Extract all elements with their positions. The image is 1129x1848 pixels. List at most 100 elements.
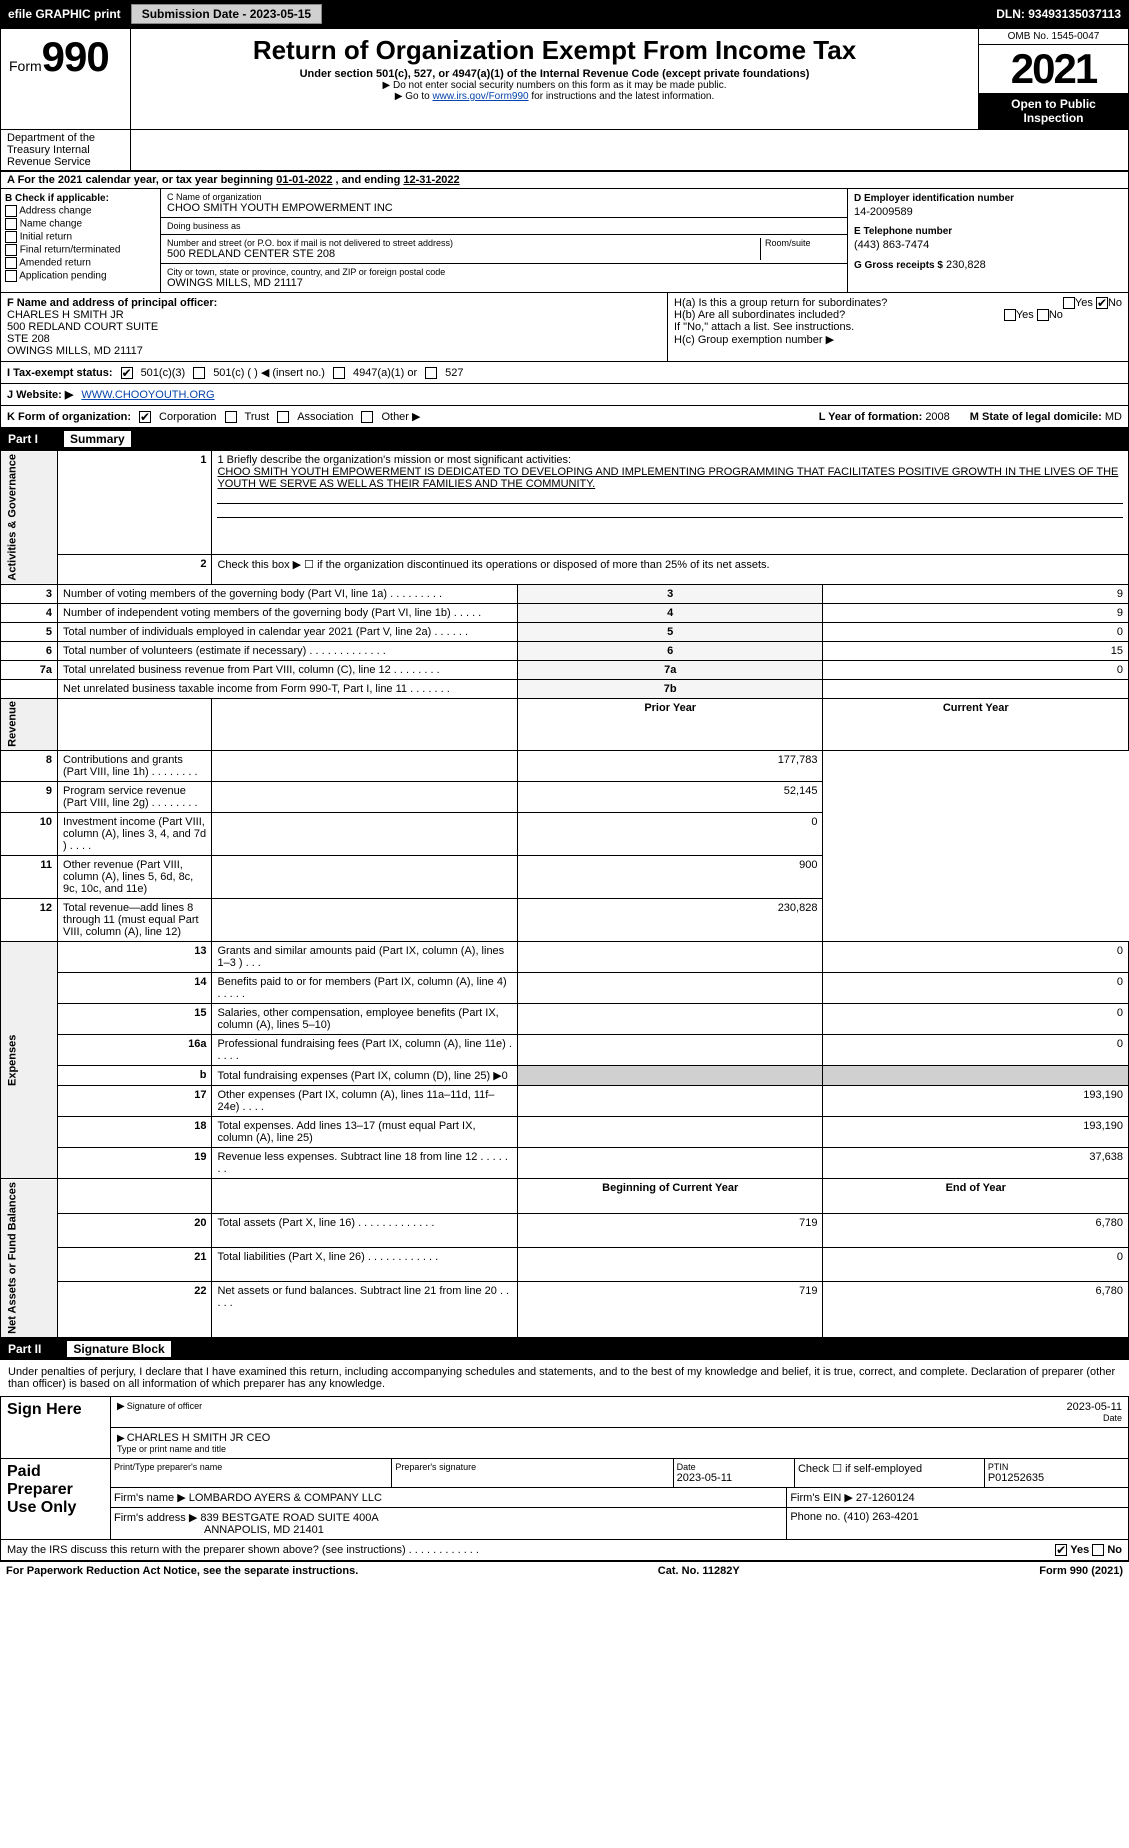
initial-return-checkbox[interactable]: Initial return [5, 231, 156, 243]
footer-mid: Cat. No. 11282Y [658, 1565, 740, 1577]
trust-checkbox[interactable] [225, 411, 237, 423]
tax-status-row: I Tax-exempt status: 501(c)(3) 501(c) ( … [0, 362, 1129, 384]
efile-label: efile GRAPHIC print [8, 7, 121, 21]
state-domicile: MD [1105, 411, 1122, 423]
form-note2: ▶ Go to www.irs.gov/Form990 for instruct… [141, 91, 968, 102]
table-row: 17Other expenses (Part IX, column (A), l… [1, 1086, 1129, 1117]
table-row: 8Contributions and grants (Part VIII, li… [1, 751, 1129, 782]
discuss-no-checkbox[interactable] [1092, 1544, 1104, 1556]
corp-checkbox[interactable] [139, 411, 151, 423]
table-row: 19Revenue less expenses. Subtract line 1… [1, 1148, 1129, 1179]
final-return-checkbox[interactable]: Final return/terminated [5, 244, 156, 256]
ha-no-checkbox[interactable] [1096, 297, 1108, 309]
officer-typed-name: CHARLES H SMITH JR CEO [117, 1432, 1122, 1444]
year-formation: 2008 [925, 411, 949, 423]
signature-table: Sign Here Signature of officer 2023-05-1… [0, 1396, 1129, 1540]
part-1-header: Part I Summary [0, 428, 1129, 450]
firm-name: LOMBARDO AYERS & COMPANY LLC [189, 1492, 382, 1504]
officer-group-row: F Name and address of principal officer:… [0, 293, 1129, 362]
app-pending-checkbox[interactable]: Application pending [5, 270, 156, 282]
table-row: bTotal fundraising expenses (Part IX, co… [1, 1066, 1129, 1086]
period-end: 12-31-2022 [403, 174, 459, 186]
ha-yes-checkbox[interactable] [1063, 297, 1075, 309]
ein-phone-block: D Employer identification number 14-2009… [848, 189, 1128, 292]
table-row: 10Investment income (Part VIII, column (… [1, 813, 1129, 856]
group-return-cell: H(a) Is this a group return for subordin… [668, 293, 1128, 361]
addr-change-checkbox[interactable]: Address change [5, 205, 156, 217]
footer-left: For Paperwork Reduction Act Notice, see … [6, 1565, 358, 1577]
self-employed-check[interactable]: Check ☐ if self-employed [795, 1459, 985, 1487]
table-row: 15Salaries, other compensation, employee… [1, 1004, 1129, 1035]
discuss-yes-checkbox[interactable] [1055, 1544, 1067, 1556]
submission-date-button[interactable]: Submission Date - 2023-05-15 [131, 4, 322, 24]
table-row: 7aTotal unrelated business revenue from … [1, 660, 1129, 679]
officer-sig-date: 2023-05-11 [1067, 1401, 1122, 1413]
paid-preparer-label: Paid Preparer Use Only [1, 1459, 111, 1540]
527-checkbox[interactable] [425, 367, 437, 379]
org-identity: C Name of organization CHOO SMITH YOUTH … [161, 189, 848, 292]
side-label-revenue: Revenue [1, 698, 58, 751]
footer-right: Form 990 (2021) [1039, 1565, 1123, 1577]
form-of-org-row: K Form of organization: Corporation Trus… [0, 406, 1129, 428]
dept-label: Department of the Treasury Internal Reve… [1, 130, 131, 170]
4947-checkbox[interactable] [333, 367, 345, 379]
org-street: 500 REDLAND CENTER STE 208 [167, 248, 756, 260]
table-row: 14Benefits paid to or for members (Part … [1, 973, 1129, 1004]
501c-checkbox[interactable] [193, 367, 205, 379]
title-cell: Return of Organization Exempt From Incom… [131, 29, 978, 129]
form-prefix: Form [9, 58, 42, 74]
form-note1: ▶ Do not enter social security numbers o… [141, 80, 968, 91]
tax-year: 2021 [979, 45, 1128, 93]
table-row: 16aProfessional fundraising fees (Part I… [1, 1035, 1129, 1066]
hb-no-checkbox[interactable] [1037, 309, 1049, 321]
table-row: Net unrelated business taxable income fr… [1, 679, 1129, 698]
period-row: A For the 2021 calendar year, or tax yea… [0, 172, 1129, 188]
form-number: 990 [42, 33, 109, 80]
hb-yes-checkbox[interactable] [1004, 309, 1016, 321]
firm-ein: 27-1260124 [856, 1492, 915, 1504]
part-2-header: Part II Signature Block [0, 1338, 1129, 1360]
open-public-badge: Open to Public Inspection [979, 93, 1128, 129]
year-cell: OMB No. 1545-0047 2021 Open to Public In… [978, 29, 1128, 129]
check-if-applicable: B Check if applicable: Address change Na… [1, 189, 161, 292]
other-checkbox[interactable] [361, 411, 373, 423]
form-number-cell: Form990 [1, 29, 131, 129]
officer-name: CHARLES H SMITH JR [7, 309, 661, 321]
side-label-governance: Activities & Governance [1, 451, 58, 585]
perjury-declaration: Under penalties of perjury, I declare th… [0, 1360, 1129, 1396]
dln-label: DLN: 93493135037113 [996, 7, 1121, 21]
table-row: 3Number of voting members of the governi… [1, 584, 1129, 603]
table-row: 4Number of independent voting members of… [1, 603, 1129, 622]
table-row: 6Total number of volunteers (estimate if… [1, 641, 1129, 660]
period-begin: 01-01-2022 [276, 174, 332, 186]
irs-link[interactable]: www.irs.gov/Form990 [432, 91, 528, 102]
discuss-row: May the IRS discuss this return with the… [0, 1540, 1129, 1561]
firm-phone: (410) 263-4201 [844, 1511, 919, 1523]
website-link[interactable]: WWW.CHOOYOUTH.ORG [81, 389, 214, 401]
entity-info-block: B Check if applicable: Address change Na… [0, 188, 1129, 293]
table-row: 11Other revenue (Part VIII, column (A), … [1, 856, 1129, 899]
table-row: Net Assets or Fund BalancesBeginning of … [1, 1179, 1129, 1213]
assoc-checkbox[interactable] [277, 411, 289, 423]
table-row: 9Program service revenue (Part VIII, lin… [1, 782, 1129, 813]
summary-table: Activities & Governance 1 1 Briefly desc… [0, 450, 1129, 1338]
table-row: Expenses13Grants and similar amounts pai… [1, 942, 1129, 973]
form-title: Return of Organization Exempt From Incom… [141, 35, 968, 66]
ptin-value: P01252635 [988, 1472, 1125, 1484]
table-row: 22Net assets or fund balances. Subtract … [1, 1282, 1129, 1338]
preparer-date: 2023-05-11 [677, 1472, 791, 1484]
501c3-checkbox[interactable] [121, 367, 133, 379]
officer-cell: F Name and address of principal officer:… [1, 293, 668, 361]
firm-city: ANNAPOLIS, MD 21401 [114, 1524, 783, 1536]
table-row: 18Total expenses. Add lines 13–17 (must … [1, 1117, 1129, 1148]
omb-number: OMB No. 1545-0047 [979, 29, 1128, 45]
phone-value: (443) 863-7474 [854, 237, 1122, 259]
top-bar: efile GRAPHIC print Submission Date - 20… [0, 0, 1129, 28]
sign-here-label: Sign Here [1, 1397, 111, 1459]
name-change-checkbox[interactable]: Name change [5, 218, 156, 230]
mission-text: CHOO SMITH YOUTH EMPOWERMENT IS DEDICATE… [217, 466, 1123, 490]
amended-checkbox[interactable]: Amended return [5, 257, 156, 269]
ein-value: 14-2009589 [854, 204, 1122, 226]
dept-row: Department of the Treasury Internal Reve… [0, 129, 1129, 172]
website-row: J Website: ▶ WWW.CHOOYOUTH.ORG [0, 384, 1129, 406]
